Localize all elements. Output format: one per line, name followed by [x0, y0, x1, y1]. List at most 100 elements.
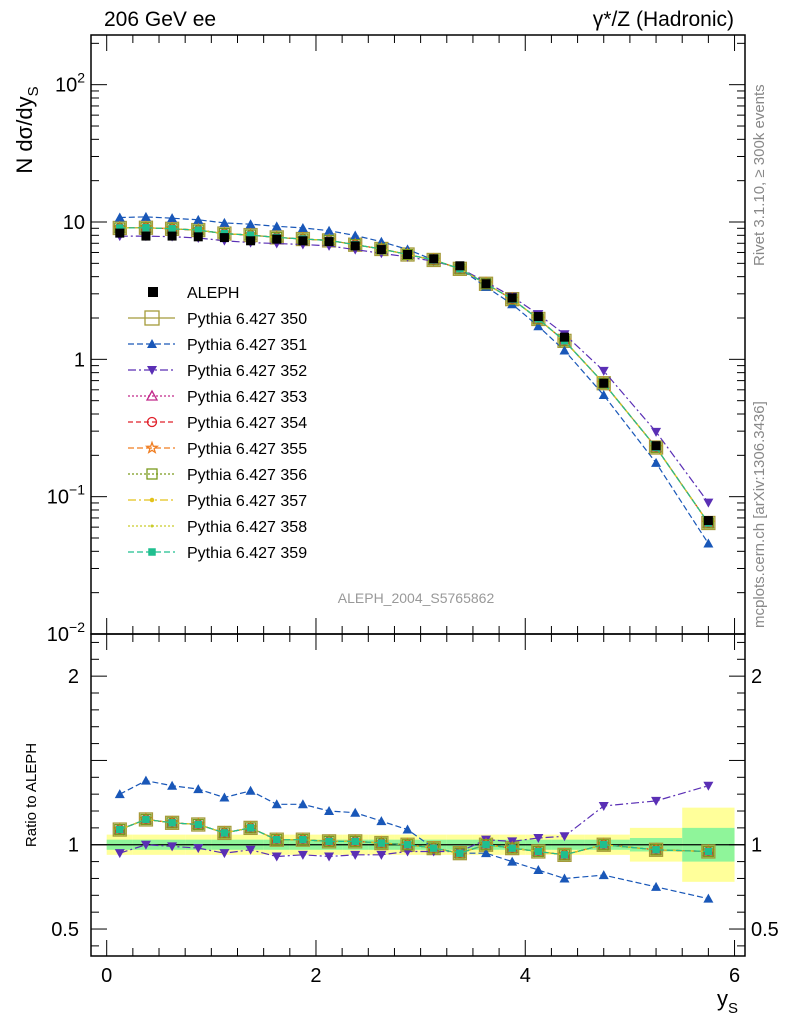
ratio-point	[271, 799, 282, 809]
ratio-point	[376, 816, 387, 826]
aleph-point	[481, 279, 491, 289]
y-tick-label: 10−2	[47, 619, 85, 646]
y-tick-label: 10	[63, 212, 85, 234]
ratio-point	[533, 833, 544, 843]
ratio-point	[140, 840, 151, 850]
ratio-point	[351, 837, 359, 846]
ratio-point	[140, 813, 152, 826]
y-axis-title: N dσ/dyS	[12, 86, 42, 173]
data-point	[245, 219, 256, 229]
aleph-point	[455, 261, 465, 271]
ratio-point	[559, 873, 570, 883]
aleph-point	[298, 236, 308, 246]
data-point	[271, 221, 282, 231]
legend-label: Pythia 6.427 353	[187, 389, 307, 406]
aleph-point	[350, 241, 360, 251]
ratio-point	[245, 845, 256, 855]
legend-label: Pythia 6.427 355	[187, 441, 307, 458]
ratio-point	[271, 852, 282, 862]
ratio-point	[219, 792, 230, 802]
aleph-point	[559, 332, 569, 342]
ratio-point	[428, 842, 440, 854]
ratio-point	[299, 835, 307, 844]
legend-marker	[146, 416, 158, 428]
legend	[128, 287, 175, 556]
data-point	[401, 248, 414, 261]
legend-marker-aleph	[148, 287, 158, 297]
legend-marker	[148, 548, 156, 556]
ratio-y-tick-label-left: 0.5	[51, 919, 79, 941]
data-point	[142, 223, 150, 232]
aleph-point	[599, 378, 609, 388]
ratio-y-tick-label-right: 0.5	[751, 919, 779, 941]
data-point	[703, 538, 714, 548]
aleph-point	[533, 312, 543, 322]
ratio-point	[142, 815, 150, 824]
ratio-point	[325, 837, 333, 846]
ratio-point	[534, 847, 543, 856]
legend-marker	[147, 366, 157, 375]
ratio-point	[508, 844, 516, 852]
plot-title-right: γ*/Z (Hadronic)	[592, 8, 734, 31]
legend-label: Pythia 6.427 350	[187, 311, 307, 328]
ratio-point	[377, 839, 386, 847]
ratio-point	[558, 849, 571, 861]
ratio-plot-frame	[90, 633, 746, 957]
ratio-point	[193, 784, 204, 794]
ratio-point	[598, 801, 609, 811]
ratio-point	[114, 789, 125, 799]
ratio-point	[703, 893, 714, 903]
data-point	[651, 427, 662, 437]
legend-label: Pythia 6.427 351	[187, 337, 307, 354]
data-point	[324, 225, 335, 235]
ratio-point	[350, 850, 361, 860]
data-point	[167, 213, 178, 223]
data-point	[598, 377, 610, 389]
data-point	[703, 498, 714, 508]
y-tick-label: 10−1	[47, 482, 85, 509]
ratio-point	[246, 824, 255, 832]
ratio-point	[481, 848, 492, 858]
ratio-point	[168, 819, 176, 827]
data-point	[246, 231, 255, 239]
ratio-point	[704, 847, 713, 856]
plot-title-left: 206 GeV ee	[104, 8, 217, 31]
ratio-point	[297, 850, 308, 860]
legend-label: Pythia 6.427 354	[187, 415, 307, 432]
data-point	[219, 217, 230, 227]
ratio-point	[244, 822, 257, 834]
y-tick-label: 102	[55, 70, 85, 97]
ratio-point	[324, 806, 335, 816]
data-point	[533, 321, 544, 331]
ratio-point	[376, 850, 387, 860]
legend-marker	[144, 440, 160, 454]
aleph-point	[167, 231, 177, 241]
ratio-point	[114, 823, 126, 836]
ratio-point	[167, 780, 178, 790]
legend-label: Pythia 6.427 359	[187, 545, 307, 562]
x-axis-title: yS	[717, 986, 738, 1017]
ratio-point	[506, 842, 518, 854]
ratio-point	[297, 799, 308, 809]
ratio-point	[272, 835, 281, 844]
ratio-point	[651, 881, 662, 891]
aleph-point	[703, 516, 713, 526]
aleph-point	[651, 441, 661, 451]
ratio-point	[218, 827, 231, 839]
x-tick-label: 4	[520, 965, 531, 987]
ratio-point	[219, 849, 230, 859]
ratio-point	[651, 796, 662, 806]
ratio-point	[194, 820, 203, 829]
ratio-y-tick-label-left: 2	[68, 666, 79, 688]
ratio-point	[456, 849, 464, 857]
ratio-point	[533, 865, 544, 875]
ratio-point	[116, 825, 124, 834]
legend-label: Pythia 6.427 357	[187, 493, 307, 510]
series-ratio-351	[114, 775, 714, 903]
ratio-point	[703, 781, 714, 791]
legend-marker	[150, 524, 154, 528]
legend-label: Pythia 6.427 356	[187, 467, 307, 484]
legend-label: Pythia 6.427 352	[187, 363, 307, 380]
ratio-point	[402, 824, 413, 834]
ratio-y-tick-label-left: 1	[68, 835, 79, 857]
